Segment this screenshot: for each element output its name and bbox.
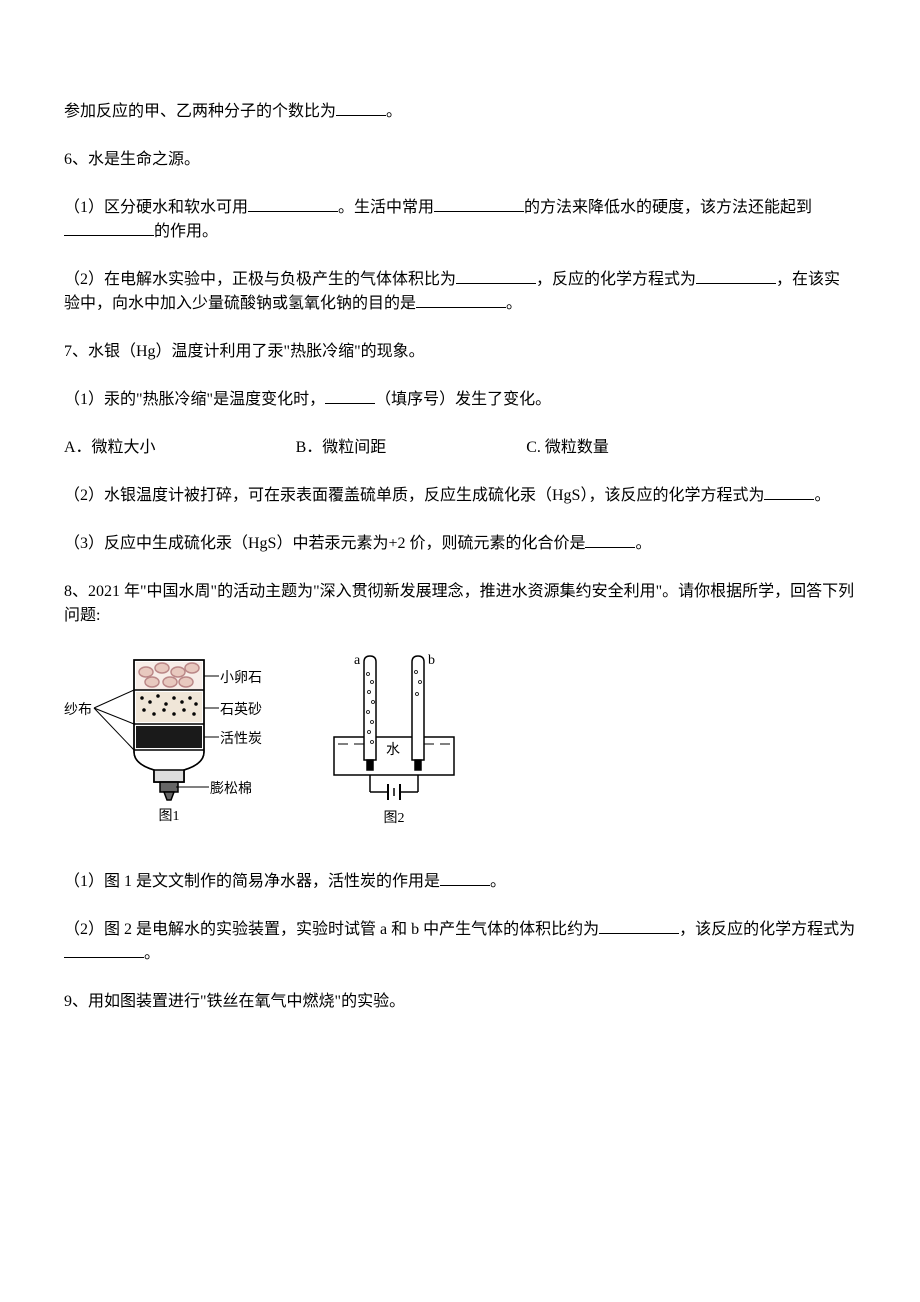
q7-optA: A．微粒大小 <box>64 436 156 460</box>
period: 。 <box>386 103 402 120</box>
q6-p1b: 。生活中常用 <box>338 199 434 216</box>
blank <box>599 918 679 934</box>
blank <box>434 196 524 212</box>
blank <box>248 196 338 212</box>
blank <box>64 942 144 958</box>
q8-title: 8、2021 年"中国水周"的活动主题为"深入贯彻新发展理念，推进水资源集约安全… <box>64 580 856 628</box>
blank <box>325 388 375 404</box>
q7-p1a: （1）汞的"热胀冷缩"是温度变化时， <box>64 391 325 408</box>
fig1-label-cotton: 膨松棉 <box>210 779 252 800</box>
fig2-label-b: b <box>428 653 435 668</box>
figure-2: a b 水 图2 <box>314 652 474 842</box>
q7-p2: （2）水银温度计被打碎，可在汞表面覆盖硫单质，反应生成硫化汞（HgS），该反应的… <box>64 484 856 508</box>
q7-p2a: （2）水银温度计被打碎，可在汞表面覆盖硫单质，反应生成硫化汞（HgS），该反应的… <box>64 487 764 504</box>
ratio-text: 参加反应的甲、乙两种分子的个数比为 <box>64 103 336 120</box>
q8-p1: （1）图 1 是文文制作的简易净水器，活性炭的作用是 。 <box>64 870 856 894</box>
q8-p2c: 。 <box>144 945 160 962</box>
q8-p1b: 。 <box>490 873 506 890</box>
q7-p3a: （3）反应中生成硫化汞（HgS）中若汞元素为+2 价，则硫元素的化合价是 <box>64 535 585 552</box>
q6-p1c: 的方法来降低水的硬度，该方法还能起到 <box>524 199 812 216</box>
fig1-label-shabu: 纱布 <box>64 700 92 721</box>
blank <box>456 268 536 284</box>
q7-p3b: 。 <box>635 535 651 552</box>
blank <box>696 268 776 284</box>
q6-p2b: ，反应的化学方程式为 <box>536 271 696 288</box>
q6-title: 6、水是生命之源。 <box>64 148 856 172</box>
q7-options: A．微粒大小 B．微粒间距 C. 微粒数量 <box>64 436 856 460</box>
q7-p1: （1）汞的"热胀冷缩"是温度变化时， （填序号）发生了变化。 <box>64 388 856 412</box>
blank <box>440 870 490 886</box>
fig1-label-quartz: 石英砂 <box>220 700 262 721</box>
q8-p2: （2）图 2 是电解水的实验装置，实验时试管 a 和 b 中产生气体的体积比约为… <box>64 918 856 966</box>
q6-p2d: 。 <box>506 295 522 312</box>
blank <box>336 100 386 116</box>
figure-1: 纱布 小卵石 石英砂 活性炭 膨松棉 图1 <box>64 652 274 842</box>
q6-p1d: 的作用。 <box>154 223 218 240</box>
q9-title: 9、用如图装置进行"铁丝在氧气中燃烧"的实验。 <box>64 990 856 1014</box>
fig2-svg: a b 水 <box>314 652 474 822</box>
q6-p1: （1）区分硬水和软水可用 。生活中常用 的方法来降低水的硬度，该方法还能起到的作用。 <box>64 196 856 244</box>
blank <box>416 292 506 308</box>
fig1-label-carbon: 活性炭 <box>220 729 262 750</box>
fig2-label-a: a <box>354 653 361 668</box>
fig2-caption: 图2 <box>314 808 474 829</box>
q7-title: 7、水银（Hg）温度计利用了汞"热胀冷缩"的现象。 <box>64 340 856 364</box>
q8-p2b: ，该反应的化学方程式为 <box>679 921 855 938</box>
q6-p1a: （1）区分硬水和软水可用 <box>64 199 248 216</box>
blank <box>585 532 635 548</box>
blank <box>64 220 154 236</box>
fig1-caption: 图1 <box>64 806 274 827</box>
q7-p3: （3）反应中生成硫化汞（HgS）中若汞元素为+2 价，则硫元素的化合价是 。 <box>64 532 856 556</box>
fig1-label-pebbles: 小卵石 <box>220 668 262 689</box>
q8-p1a: （1）图 1 是文文制作的简易净水器，活性炭的作用是 <box>64 873 440 890</box>
q7-p1b: （填序号）发生了变化。 <box>375 391 551 408</box>
q6-p2: （2）在电解水实验中，正极与负极产生的气体体积比为，反应的化学方程式为，在该实验… <box>64 268 856 316</box>
blank <box>764 484 814 500</box>
q6-p2a: （2）在电解水实验中，正极与负极产生的气体体积比为 <box>64 271 456 288</box>
q7-optC: C. 微粒数量 <box>526 436 609 460</box>
q7-optB: B．微粒间距 <box>296 436 387 460</box>
fig2-label-water: 水 <box>386 742 400 758</box>
ratio-line: 参加反应的甲、乙两种分子的个数比为 。 <box>64 100 856 124</box>
q7-p2b: 。 <box>814 487 830 504</box>
q8-p2a: （2）图 2 是电解水的实验装置，实验时试管 a 和 b 中产生气体的体积比约为 <box>64 921 599 938</box>
figure-row: 纱布 小卵石 石英砂 活性炭 膨松棉 图1 <box>64 652 856 842</box>
